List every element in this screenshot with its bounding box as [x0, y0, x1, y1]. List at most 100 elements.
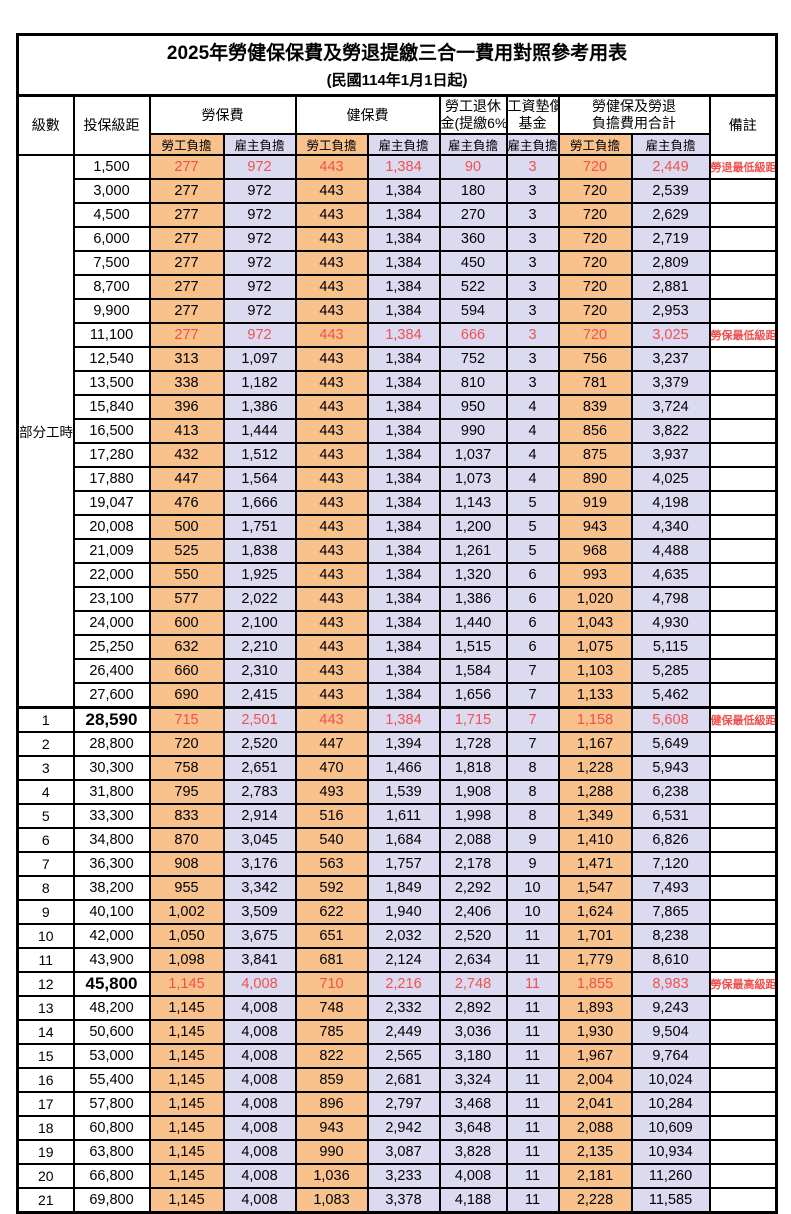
value-cell: 5,943 — [630, 755, 711, 781]
remark-cell — [708, 755, 778, 781]
value-cell: 2,210 — [222, 634, 297, 660]
bracket-cell: 69,800 — [72, 1187, 151, 1214]
value-cell: 10 — [505, 875, 560, 901]
value-cell: 443 — [294, 466, 369, 492]
level-cell: 3 — [16, 755, 75, 781]
value-cell: 859 — [294, 1067, 369, 1093]
value-cell: 8 — [505, 755, 560, 781]
value-cell: 4 — [505, 466, 560, 492]
value-cell: 4,008 — [222, 1187, 297, 1214]
value-cell: 3,180 — [438, 1043, 508, 1069]
value-cell: 2,809 — [630, 250, 711, 276]
value-cell: 443 — [294, 154, 369, 180]
remark-cell — [708, 1019, 778, 1045]
value-cell: 6,826 — [630, 827, 711, 853]
value-cell: 2,748 — [438, 971, 508, 997]
value-cell: 9 — [505, 851, 560, 877]
header-labor-group: 勞保費 — [148, 94, 297, 135]
value-cell: 1,384 — [366, 682, 441, 709]
value-cell: 540 — [294, 827, 369, 853]
value-cell: 7 — [505, 706, 560, 733]
value-cell: 6 — [505, 610, 560, 636]
value-cell: 1,384 — [366, 658, 441, 684]
value-cell: 1,320 — [438, 562, 508, 588]
value-cell: 2,406 — [438, 899, 508, 925]
value-cell: 1,384 — [366, 346, 441, 372]
value-cell: 11 — [505, 1091, 560, 1117]
bracket-cell: 33,300 — [72, 803, 151, 829]
value-cell: 1,466 — [366, 755, 441, 781]
bracket-cell: 40,100 — [72, 899, 151, 925]
value-cell: 11 — [505, 1067, 560, 1093]
value-cell: 3 — [505, 322, 560, 348]
value-cell: 1,043 — [557, 610, 633, 636]
value-cell: 270 — [438, 202, 508, 228]
value-cell: 3,045 — [222, 827, 297, 853]
value-cell: 180 — [438, 178, 508, 204]
value-cell: 4,008 — [222, 1019, 297, 1045]
value-cell: 2,565 — [366, 1043, 441, 1069]
remark-cell: 勞退最低級距 — [708, 154, 778, 180]
remark-cell — [708, 827, 778, 853]
value-cell: 1,908 — [438, 779, 508, 805]
value-cell: 919 — [557, 490, 633, 516]
page-subtitle: (民國114年1月1日起) — [326, 72, 468, 89]
premium-reference-table: 2025年勞健保保費及勞退提繳三合一費用對照參考用表 (民國114年1月1日起)… — [16, 33, 779, 1214]
value-cell: 1,167 — [557, 731, 633, 757]
value-cell: 8,983 — [630, 971, 711, 997]
value-cell: 2,415 — [222, 682, 297, 709]
value-cell: 3,237 — [630, 346, 711, 372]
value-cell: 720 — [557, 178, 633, 204]
value-cell: 2,032 — [366, 923, 441, 949]
level-cell: 2 — [16, 731, 75, 757]
value-cell: 720 — [148, 731, 225, 757]
value-cell: 1,228 — [557, 755, 633, 781]
value-cell: 1,512 — [222, 442, 297, 468]
bracket-cell: 28,590 — [72, 706, 151, 733]
header-wage-fund-line2: 基金 — [518, 115, 547, 131]
level-cell: 19 — [16, 1139, 75, 1165]
value-cell: 3,841 — [222, 947, 297, 973]
value-cell: 1,145 — [148, 1187, 225, 1214]
value-cell: 5,608 — [630, 706, 711, 733]
value-cell: 1,073 — [438, 466, 508, 492]
value-cell: 4 — [505, 394, 560, 420]
value-cell: 856 — [557, 418, 633, 444]
value-cell: 3,379 — [630, 370, 711, 396]
value-cell: 972 — [222, 178, 297, 204]
value-cell: 4,008 — [222, 1139, 297, 1165]
value-cell: 3,828 — [438, 1139, 508, 1165]
remark-cell — [708, 803, 778, 829]
value-cell: 3 — [505, 370, 560, 396]
value-cell: 1,288 — [557, 779, 633, 805]
value-cell: 4,340 — [630, 514, 711, 540]
value-cell: 443 — [294, 370, 369, 396]
value-cell: 1,384 — [366, 706, 441, 733]
value-cell: 4,488 — [630, 538, 711, 564]
value-cell: 1,547 — [557, 875, 633, 901]
value-cell: 720 — [557, 250, 633, 276]
header-row-groups: 級數 投保級距 勞保費 健保費 勞工退休 金(提繳6%) 工資墊償 基金 勞健保… — [16, 94, 778, 156]
value-cell: 7 — [505, 682, 560, 709]
value-cell: 90 — [438, 154, 508, 180]
remark-cell — [708, 1139, 778, 1165]
value-cell: 8 — [505, 779, 560, 805]
value-cell: 2,332 — [366, 995, 441, 1021]
value-cell: 2,651 — [222, 755, 297, 781]
subheader-wage-fund-employer: 雇主負擔 — [505, 133, 560, 156]
value-cell: 2,088 — [438, 827, 508, 853]
value-cell: 990 — [294, 1139, 369, 1165]
level-cell: 21 — [16, 1187, 75, 1214]
value-cell: 795 — [148, 779, 225, 805]
bracket-cell: 24,000 — [72, 610, 151, 636]
bracket-cell: 3,000 — [72, 178, 151, 204]
value-cell: 720 — [557, 298, 633, 324]
value-cell: 1,384 — [366, 538, 441, 564]
value-cell: 5,462 — [630, 682, 711, 709]
value-cell: 968 — [557, 538, 633, 564]
bracket-cell: 23,100 — [72, 586, 151, 612]
value-cell: 1,384 — [366, 274, 441, 300]
value-cell: 6,531 — [630, 803, 711, 829]
value-cell: 2,953 — [630, 298, 711, 324]
bracket-cell: 30,300 — [72, 755, 151, 781]
